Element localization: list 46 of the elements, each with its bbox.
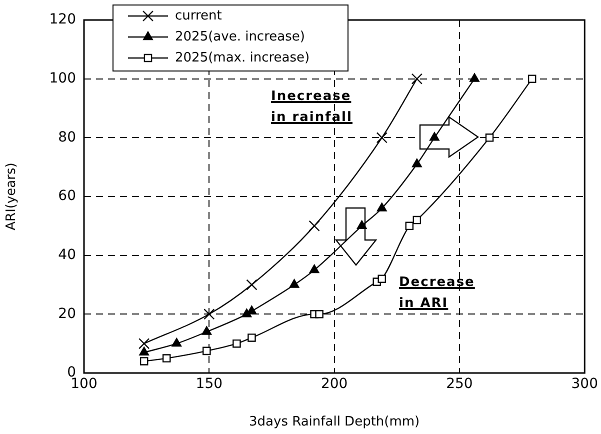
y-tick-label: 20: [58, 306, 76, 322]
point: [308, 220, 320, 232]
point: [412, 158, 422, 168]
point: [138, 338, 150, 350]
point: [378, 274, 386, 283]
y-axis-title: ARI(years): [4, 162, 20, 230]
point: [248, 334, 256, 342]
point: [202, 326, 212, 335]
point: [309, 264, 320, 274]
y-tick-label: 40: [58, 246, 76, 263]
point: [246, 279, 258, 290]
y-tick-label: 120: [49, 12, 76, 28]
y-tick-label: 80: [58, 129, 76, 146]
x-axis-title: 3days Rainfall Depth(mm): [249, 414, 420, 430]
point: [376, 202, 387, 212]
point: [140, 357, 148, 366]
point: [289, 279, 300, 288]
x-tick-label: 100: [70, 376, 98, 392]
point: [162, 354, 171, 362]
annotation: Decrease in ARI: [399, 274, 475, 313]
point: [528, 74, 536, 83]
point: [202, 346, 211, 356]
annotation: Inecrease in rainfall: [271, 88, 352, 127]
x-tick-label: 200: [320, 376, 348, 392]
point: [246, 306, 257, 314]
point: [139, 346, 150, 356]
point: [405, 222, 414, 230]
legend-label: 2025(ave. increase): [175, 29, 305, 44]
point: [232, 339, 241, 348]
point: [470, 73, 480, 82]
point: [412, 216, 422, 224]
point: [411, 73, 422, 84]
legend-label: current: [175, 8, 222, 24]
point: [204, 308, 215, 320]
x-tick-label: 300: [571, 376, 598, 392]
point: [356, 220, 367, 230]
point: [315, 310, 324, 318]
point: [376, 132, 388, 144]
point: [485, 134, 494, 142]
y-tick-label: 60: [58, 188, 76, 204]
x-tick-label: 250: [446, 376, 473, 392]
x-tick-label: 150: [196, 376, 223, 392]
point: [430, 132, 440, 141]
legend-label: 2025(max. increase): [175, 50, 310, 66]
y-tick-label: 100: [49, 70, 76, 86]
point: [172, 338, 182, 347]
